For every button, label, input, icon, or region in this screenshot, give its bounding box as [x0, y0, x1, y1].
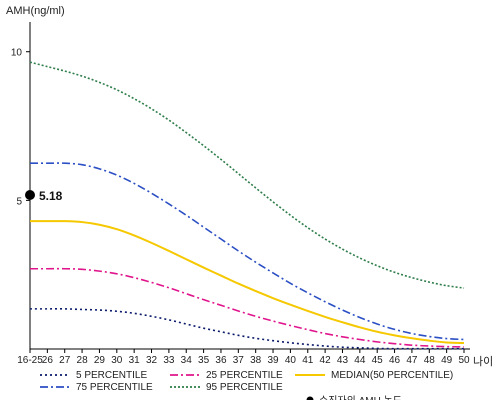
x-tick-label: 29 [94, 355, 106, 366]
x-tick-label: 35 [198, 355, 210, 366]
series-line-95-percentile [29, 61, 465, 289]
legend-label: 95 PERCENTILE [206, 382, 283, 393]
x-tick-label: 40 [285, 355, 297, 366]
x-tick-label: 43 [337, 355, 349, 366]
x-ticks: 16-25 26 27 28 29 30 31 32 33 34 35 36 37 38 39 40 41 42 4… [17, 349, 470, 366]
x-tick-label: 47 [406, 355, 418, 366]
series-line-median-50-percentile [30, 220, 465, 345]
x-tick-label: 41 [302, 355, 314, 366]
x-tick-label: 45 [372, 355, 384, 366]
x-tick-label: 28 [77, 355, 89, 366]
x-tick-label: 32 [146, 355, 158, 366]
x-tick-label: 38 [250, 355, 262, 366]
series-line-5-percentile [29, 308, 464, 350]
x-tick-label: 36 [215, 355, 227, 366]
legend-label: 75 PERCENTILE [76, 382, 153, 393]
legend: 5 PERCENTILE 25 PERCENTILE MEDIAN(50 PERCE… [40, 370, 453, 400]
highlight-point [25, 190, 35, 201]
x-tick-label: 42 [320, 355, 332, 366]
series-line-75-percentile [30, 162, 465, 341]
legend-label: 5 PERCENTILE [76, 370, 147, 381]
legend-highlight-label: 수진자의 AMH 농도 [319, 395, 402, 400]
x-tick-label: 27 [59, 355, 71, 366]
x-tick-label: 26 [42, 355, 54, 366]
y-tick-label: 10 [11, 48, 23, 59]
legend-highlight-marker [306, 396, 314, 400]
x-tick-label: 37 [233, 355, 245, 366]
legend-label: 25 PERCENTILE [206, 370, 283, 381]
highlight-point-group: 5.18 [25, 189, 63, 203]
x-tick-label: 39 [267, 355, 279, 366]
x-tick-label: 31 [129, 355, 141, 366]
x-tick-label: 30 [111, 355, 123, 366]
x-tick-label: 44 [354, 355, 366, 366]
x-tick-label: 50 [458, 355, 470, 366]
x-tick-label: 33 [163, 355, 175, 366]
y-axis-label: AMH(ng/ml) [6, 5, 65, 17]
x-tick-label: 49 [441, 355, 453, 366]
series-lines [29, 61, 465, 350]
x-tick-label: 34 [181, 355, 193, 366]
y-ticks: 5 10 [11, 48, 30, 207]
y-tick-label: 5 [16, 196, 22, 207]
x-tick-label: 48 [424, 355, 436, 366]
x-tick-label: 16-25 [17, 355, 43, 366]
x-axis-label: 나이 [473, 355, 493, 368]
legend-label: MEDIAN(50 PERCENTILE) [331, 370, 453, 381]
x-tick-label: 46 [389, 355, 401, 366]
series-line-25-percentile [30, 267, 465, 348]
highlight-value-label: 5.18 [39, 189, 63, 203]
